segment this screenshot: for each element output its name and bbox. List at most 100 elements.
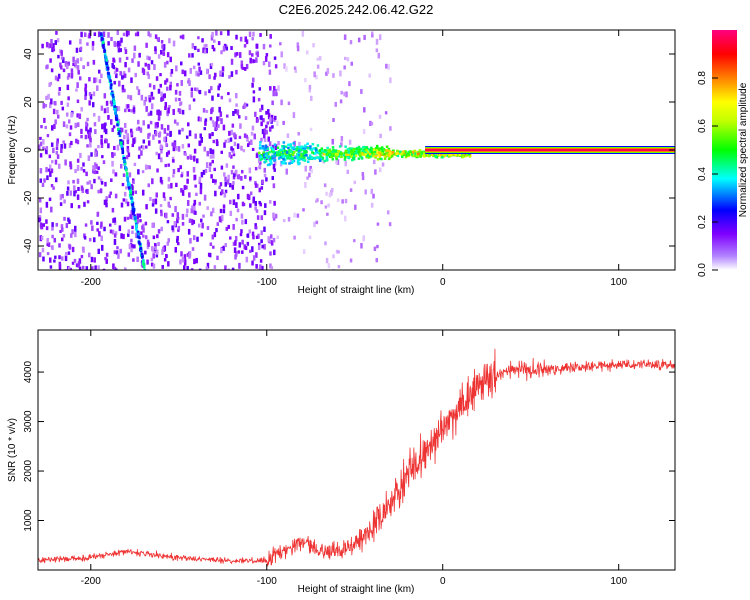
heatmap-cell	[211, 31, 214, 38]
heatmap-cell	[93, 112, 96, 117]
heatmap-cell	[91, 41, 95, 46]
heatmap-cell	[125, 30, 129, 37]
heatmap-cell	[369, 149, 372, 152]
heatmap-cell	[154, 46, 157, 52]
heatmap-cell	[138, 146, 141, 151]
heatmap-cell	[169, 81, 172, 88]
heatmap-cell	[126, 139, 130, 145]
heatmap-cell	[54, 159, 58, 165]
heatmap-cell	[160, 157, 163, 163]
heatmap-cell	[133, 45, 137, 51]
heatmap-cell	[212, 154, 215, 159]
heatmap-cell	[200, 136, 204, 143]
heatmap-cell	[245, 63, 249, 70]
heatmap-cell	[113, 217, 117, 223]
heatmap-cell	[269, 200, 272, 204]
heatmap-cell	[289, 143, 292, 146]
heatmap-cell	[180, 80, 183, 86]
heatmap-cell	[123, 267, 127, 270]
heatmap-cell	[260, 137, 263, 142]
heatmap-cell	[76, 99, 80, 104]
heatmap-cell	[400, 155, 404, 159]
heatmap-cell	[227, 30, 230, 36]
heatmap-cell	[110, 178, 113, 182]
heatmap-cell	[45, 226, 49, 231]
heatmap-cell	[127, 152, 131, 157]
heatmap-cell	[413, 152, 417, 155]
heatmap-cell	[148, 97, 152, 103]
heatmap-cell	[269, 251, 272, 256]
heatmap-cell	[230, 169, 234, 175]
heatmap-cell	[309, 127, 313, 132]
heatmap-cell	[154, 48, 157, 55]
heatmap-cell	[152, 235, 156, 240]
heatmap-cell	[217, 85, 220, 91]
heatmap-cell	[190, 268, 194, 270]
heatmap-cell	[297, 146, 301, 149]
heatmap-cell	[111, 153, 114, 158]
heatmap-cell	[291, 153, 295, 156]
heatmap-cell	[263, 167, 267, 173]
heatmap-cell	[236, 208, 240, 213]
heatmap-cell	[181, 127, 184, 132]
heatmap-cell	[372, 193, 375, 199]
heatmap-cell	[231, 184, 235, 190]
heatmap-cell	[163, 258, 167, 262]
heatmap-cell	[95, 170, 99, 174]
heatmap-cell	[169, 72, 173, 77]
heatmap-cell	[258, 187, 262, 193]
heatmap-cell	[213, 167, 216, 172]
heatmap-cell	[62, 233, 66, 238]
heatmap-cell	[188, 254, 191, 259]
heatmap-cell	[67, 180, 70, 185]
heatmap-cell	[98, 231, 101, 237]
heatmap-cell	[97, 115, 101, 122]
heatmap-cell	[99, 188, 103, 194]
heatmap-cell	[363, 107, 366, 113]
heatmap-cell	[232, 165, 235, 169]
heatmap-cell	[222, 124, 226, 131]
heatmap-cell	[203, 127, 207, 131]
heatmap-cell	[198, 140, 201, 146]
heatmap-cell	[251, 125, 255, 131]
heatmap-cell	[272, 90, 275, 97]
heatmap-cell	[292, 112, 296, 119]
heatmap-cell	[268, 150, 271, 154]
heatmap-cell	[361, 175, 365, 181]
heatmap-cell	[228, 151, 232, 158]
heatmap-cell	[58, 255, 61, 260]
heatmap-cell	[69, 190, 73, 196]
heatmap-cell	[123, 122, 127, 128]
heatmap-cell	[93, 178, 96, 184]
heatmap-cell	[350, 147, 353, 150]
heatmap-cell	[229, 199, 232, 205]
heatmap-cell	[380, 157, 383, 161]
heatmap-cell	[91, 225, 94, 231]
heatmap-cell	[120, 233, 123, 239]
heatmap-cell	[136, 119, 140, 125]
heatmap-cell	[376, 149, 379, 152]
heatmap-cell	[49, 102, 52, 109]
heatmap-cell	[377, 52, 381, 59]
heatmap-cell	[114, 193, 118, 199]
heatmap-cell	[51, 160, 54, 164]
heatmap-cell	[156, 109, 159, 115]
heatmap-cell	[97, 145, 100, 149]
heatmap-cell	[148, 83, 152, 88]
heatmap-cell	[181, 213, 185, 220]
heatmap-cell	[126, 183, 130, 187]
heatmap-cell	[269, 34, 272, 39]
heatmap-cell	[214, 179, 217, 183]
heatmap-cell	[332, 148, 335, 152]
heatmap-cell	[188, 80, 191, 87]
heatmap-cell	[193, 148, 197, 154]
heatmap-cell	[198, 66, 201, 72]
heatmap-cell	[155, 76, 159, 81]
heatmap-cell	[164, 136, 168, 143]
heatmap-cell	[340, 142, 343, 147]
heatmap-cell	[333, 153, 337, 156]
heatmap-cell	[54, 101, 57, 106]
heatmap-cell	[159, 144, 163, 150]
heatmap-cell	[195, 70, 198, 77]
